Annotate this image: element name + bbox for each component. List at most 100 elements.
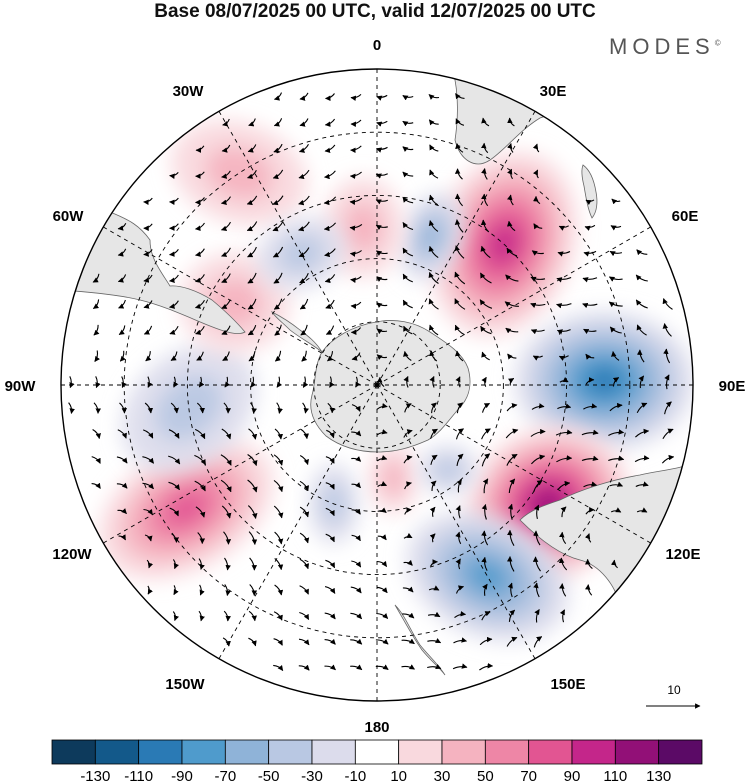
wind-vector — [273, 611, 283, 621]
wind-vector — [454, 611, 467, 619]
wind-vector — [274, 428, 284, 440]
wind-vector — [662, 298, 673, 310]
wind-vector — [507, 503, 514, 520]
wind-vector — [507, 142, 514, 153]
reference-vector-label: 10 — [667, 683, 681, 697]
wind-vector — [454, 271, 466, 285]
wind-vector — [582, 277, 598, 283]
wind-vector — [481, 503, 487, 520]
wind-vector — [376, 354, 388, 361]
wind-vector — [92, 273, 100, 283]
wind-vector — [195, 248, 205, 257]
colorbar-segment-0 — [51, 739, 96, 765]
wind-vector — [194, 454, 207, 466]
wind-vector — [92, 429, 101, 440]
wind-vector — [609, 481, 624, 487]
wind-vector — [324, 586, 336, 594]
lon-label-30w: 30W — [173, 83, 205, 100]
wind-vector — [119, 402, 128, 414]
wind-vector — [376, 612, 389, 619]
wind-vector — [402, 299, 413, 309]
wind-vector — [121, 376, 127, 389]
wind-vector — [221, 299, 231, 309]
wind-vector — [299, 585, 309, 595]
wind-vector — [558, 355, 569, 361]
wind-vector — [223, 531, 232, 545]
wind-vector — [585, 199, 595, 205]
wind-vector — [119, 350, 126, 362]
wind-vector — [533, 223, 543, 230]
wind-vector — [248, 351, 256, 362]
wind-vector — [375, 638, 389, 645]
wind-vector — [635, 299, 648, 309]
wind-vector — [274, 557, 284, 571]
wind-vector — [168, 455, 181, 465]
wind-vector — [298, 664, 310, 671]
wind-vector — [195, 274, 205, 283]
colorbar-tick-label: 110 — [603, 768, 627, 783]
wind-vector — [116, 482, 128, 489]
wind-vector — [481, 376, 487, 387]
wind-vector — [556, 455, 573, 463]
wind-vector — [635, 428, 650, 438]
wind-vector — [273, 92, 283, 101]
wind-vector — [609, 326, 622, 334]
wind-vector — [249, 584, 258, 597]
wind-vector — [272, 195, 284, 206]
wind-vector — [69, 376, 75, 389]
wind-vector — [531, 403, 545, 410]
colorbar-tick-label: -70 — [214, 768, 236, 783]
wind-vector — [247, 298, 257, 310]
wind-vector — [532, 169, 539, 179]
wind-vector — [299, 480, 310, 492]
wind-vector — [481, 556, 488, 571]
wind-vector — [376, 376, 385, 388]
wind-vector — [325, 559, 336, 569]
wind-vector — [93, 324, 100, 336]
wind-vector — [349, 197, 363, 205]
lon-label-30e: 30E — [540, 83, 567, 100]
wind-vector — [276, 402, 283, 414]
wind-vector — [173, 376, 179, 388]
wind-vector — [427, 611, 441, 618]
wind-vector — [351, 560, 362, 568]
wind-vector — [247, 454, 258, 467]
wind-vector — [429, 375, 435, 388]
colorbar-segment-4 — [224, 739, 270, 765]
wind-vector — [327, 402, 336, 414]
wind-vector — [273, 272, 283, 284]
wind-vector — [350, 664, 363, 671]
wind-vector — [455, 93, 465, 100]
wind-vector — [273, 298, 283, 310]
wind-vector — [560, 506, 567, 518]
wind-vector — [402, 586, 414, 593]
wind-vector — [325, 299, 335, 309]
wind-vector — [198, 376, 205, 388]
wind-vector — [246, 195, 258, 206]
wind-vector — [636, 249, 648, 256]
colorbar-tick-label: -110 — [124, 768, 153, 783]
wind-vector — [402, 146, 414, 152]
wind-vector — [557, 403, 572, 410]
wind-vector — [455, 143, 464, 153]
wind-vector — [172, 559, 179, 570]
wind-vector — [584, 533, 592, 543]
wind-vector — [530, 302, 546, 308]
wind-vector — [583, 328, 597, 334]
wind-vector — [117, 429, 127, 439]
wind-vector — [481, 428, 491, 440]
wind-vector — [505, 428, 519, 439]
wind-vector — [91, 482, 101, 489]
lon-label-90w: 90W — [5, 378, 37, 395]
wind-vector — [220, 221, 231, 231]
anomaly-9-level-1 — [343, 202, 384, 253]
wind-vector — [402, 222, 414, 231]
wind-vector — [349, 250, 362, 257]
wind-vector — [428, 245, 439, 259]
wind-vector — [454, 219, 464, 233]
colorbar-tick-labels: -130 -110 -90 -70 -50 -30 -10 10 30 50 70 90 110 130 — [80, 768, 671, 783]
wind-vector — [559, 609, 565, 623]
anomaly-8-level-2 — [420, 222, 442, 252]
south-pole-dot — [374, 382, 380, 388]
wind-vector — [401, 638, 415, 645]
